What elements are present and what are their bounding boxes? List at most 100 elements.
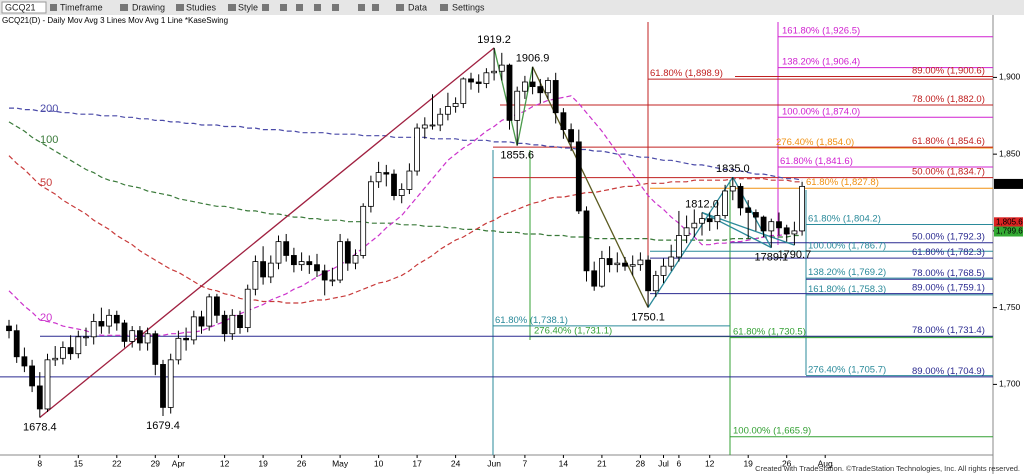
chart-legend: GCQ21(D) - Daily Mov Avg 3 Lines Mov Avg…: [2, 16, 228, 25]
candle-body: [167, 359, 174, 408]
price-marker-label: 1,805.6: [996, 217, 1023, 226]
candle-body: [398, 189, 405, 196]
candle-body: [568, 129, 574, 143]
candle-body: [44, 359, 51, 410]
icon[interactable]: [372, 4, 379, 11]
icon[interactable]: [396, 4, 404, 11]
swing-line: [532, 66, 649, 308]
fib-label: 78.00% (1,768.5): [912, 268, 985, 279]
candle-body: [75, 336, 82, 355]
candle-body: [753, 212, 759, 218]
x-tick-label: 12: [220, 458, 230, 468]
candle-body: [106, 314, 112, 327]
candle-body: [645, 259, 651, 292]
candle-body: [129, 330, 136, 342]
candle-body: [498, 64, 505, 72]
fib-label: 61.80% (1,898.9): [650, 68, 723, 79]
candle-body: [60, 347, 66, 359]
candle-body: [776, 221, 782, 229]
candle-body: [221, 314, 228, 335]
candle-body: [583, 210, 590, 272]
candle-body: [452, 103, 459, 107]
fib-label: 89.00% (1,759.1): [912, 283, 985, 294]
swing-label: 1919.2: [477, 34, 511, 46]
candle-body: [676, 235, 682, 258]
icon[interactable]: [50, 4, 57, 11]
x-tick-label: 14: [559, 458, 569, 468]
candle-body: [6, 325, 12, 332]
candle-body: [36, 385, 43, 410]
candle-body: [383, 172, 390, 175]
candle-body: [745, 207, 752, 213]
toolbar-button[interactable]: Style: [238, 2, 258, 12]
moving-average: [8, 121, 803, 241]
icon[interactable]: [296, 4, 303, 11]
swing-label: 1750.1: [631, 311, 665, 323]
candle-body: [183, 337, 190, 341]
symbol-input[interactable]: GCQ21: [5, 2, 36, 12]
candle-body: [468, 78, 474, 83]
icon[interactable]: [228, 4, 236, 11]
toolbar-button[interactable]: Drawing: [132, 2, 165, 12]
ma-label: 200: [40, 103, 58, 115]
fib-label: 161.80% (1,926.5): [782, 26, 860, 37]
moving-average: [8, 155, 803, 304]
fib-label: 61.80% (1,782.3): [912, 247, 985, 258]
toolbar-button[interactable]: Settings: [452, 2, 485, 12]
ma-label: 100: [40, 134, 58, 146]
candle-body: [175, 337, 182, 361]
candle-body: [683, 227, 690, 236]
icon[interactable]: [440, 4, 448, 11]
candle-body: [136, 330, 143, 344]
fib-label: 100.00% (1,874.0): [782, 106, 860, 117]
toolbar-button[interactable]: Data: [408, 2, 427, 12]
candle-body: [306, 261, 313, 266]
x-tick-label: 17: [412, 458, 422, 468]
x-tick-label: 12: [705, 458, 715, 468]
ma-label: 20: [40, 312, 52, 324]
candle-body: [275, 241, 282, 264]
candle-body: [52, 357, 59, 361]
candle-body: [152, 333, 159, 365]
icon[interactable]: [120, 4, 128, 11]
x-tick-label: 6: [677, 458, 682, 468]
symbol-box[interactable]: [1, 1, 47, 14]
fib-label: 89.00% (1,704.9): [912, 366, 985, 377]
copyright: Created with TradeStation. ©TradeStation…: [755, 464, 1020, 473]
icon[interactable]: [262, 4, 269, 11]
candle-body: [629, 264, 636, 267]
fib-label: 161.80% (1,758.3): [808, 284, 886, 295]
candle-body: [321, 270, 328, 281]
fib-label: 276.40% (1,731.1): [534, 326, 612, 337]
toolbar-button[interactable]: Timeframe: [60, 2, 103, 12]
fib-label: 50.00% (1,834.7): [912, 167, 985, 178]
swing-line: [701, 211, 772, 249]
icon[interactable]: [332, 4, 339, 11]
candle-body: [83, 336, 89, 339]
candle-body: [637, 259, 644, 266]
candle-body: [591, 270, 598, 287]
candle-body: [560, 112, 567, 130]
swing-label: 1855.6: [500, 149, 534, 161]
candle-body: [622, 262, 628, 267]
x-tick-label: 19: [743, 458, 753, 468]
toolbar-button[interactable]: Studies: [186, 2, 217, 12]
swing-label: 1835.0: [716, 163, 750, 175]
candle-body: [144, 333, 151, 344]
icon[interactable]: [314, 4, 321, 11]
icon[interactable]: [176, 4, 184, 11]
moving-average: [9, 107, 803, 181]
candle-body: [344, 241, 351, 264]
fib-label: 138.20% (1,906.4): [782, 57, 860, 68]
candle-body: [460, 78, 467, 104]
candle-body: [314, 264, 320, 272]
fib-label: 276.40% (1,705.7): [808, 365, 886, 376]
icon[interactable]: [358, 4, 365, 11]
ma-label: 50: [40, 177, 52, 189]
candle-body: [599, 258, 605, 287]
fib-label: 61.80% (1,827.8): [806, 177, 879, 188]
price-marker: [994, 217, 1023, 228]
icon[interactable]: [280, 4, 287, 11]
candle-body: [545, 80, 551, 94]
candle-body: [391, 173, 397, 196]
